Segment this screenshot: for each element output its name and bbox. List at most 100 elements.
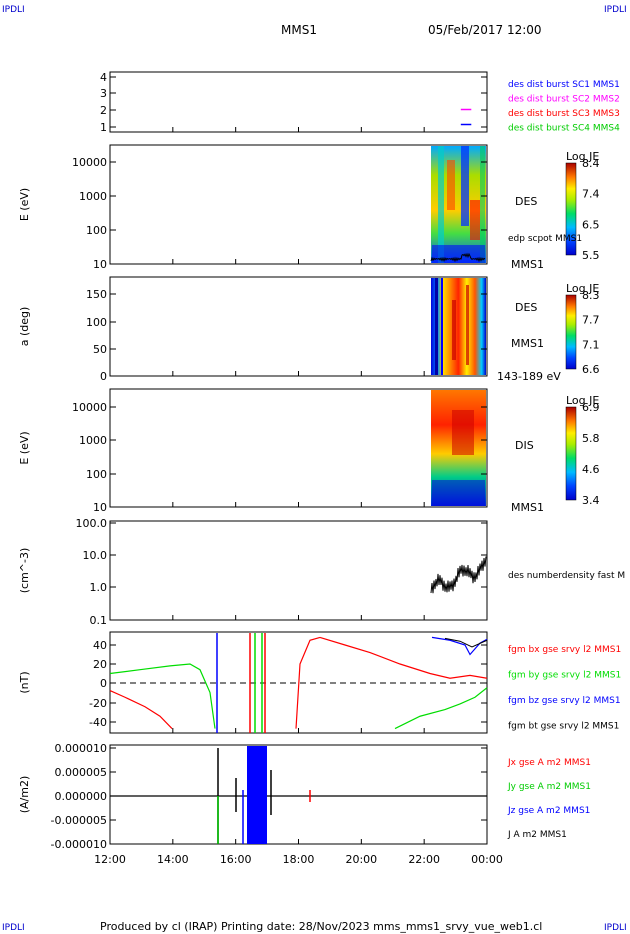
bx-trace [109, 636, 488, 730]
colorbar-dis-energy [565, 406, 577, 501]
scpot-trace [430, 252, 486, 263]
y-axis-label: (A/m2) [18, 776, 31, 814]
colorbar-tick-label: 7.4 [582, 188, 600, 201]
colorbar-tick-label: 6.5 [582, 218, 600, 231]
x-tick-label: 18:00 [283, 853, 315, 866]
colorbar-des-energy [565, 162, 577, 256]
legend-entry: des dist burst SC3 MMS3 [508, 109, 620, 119]
legend-entry: J A m2 MMS1 [507, 830, 567, 840]
y-tick-label: 0 [100, 677, 107, 690]
y-tick-label: 50 [93, 343, 107, 356]
y-tick-label: 1.0 [90, 581, 108, 594]
legend-entry: des dist burst SC4 MMS4 [508, 124, 620, 134]
colorbar-tick-label: 7.1 [582, 338, 600, 351]
x-tick-label: 14:00 [157, 853, 189, 866]
y-axis-label: E (eV) [18, 431, 31, 464]
corner-label-bottom-right: IPDLI [604, 923, 627, 933]
overlay-label: edp scpot MMS1 [508, 234, 582, 244]
y-tick-label: -0.000005 [51, 814, 107, 827]
y-tick-label: 10 [93, 501, 107, 514]
bt-trace [444, 637, 488, 648]
y-tick-label: 10000 [72, 401, 107, 414]
colorbar-title: Log JE [566, 282, 599, 295]
legend-entry: Jx gse A m2 MMS1 [507, 758, 591, 768]
y-tick-label: 10000 [72, 156, 107, 169]
y-tick-label: 100 [86, 316, 107, 329]
y-axis-label: a (deg) [18, 307, 31, 347]
spacecraft-label: MMS1 [511, 337, 544, 350]
panel-frame-dis-energy [109, 388, 488, 508]
y-tick-label: 2 [100, 104, 107, 117]
bz-trace [431, 636, 488, 656]
colorbar-tick-label: 5.8 [582, 432, 600, 445]
y-tick-label: 4 [100, 71, 107, 84]
y-axis-label: (nT) [18, 671, 31, 693]
corner-label-top-left: IPDLI [2, 5, 25, 15]
y-tick-label: -40 [89, 716, 107, 729]
x-tick-label: 16:00 [220, 853, 252, 866]
y-axis-label: (cm^-3) [18, 548, 31, 594]
spacecraft-label: MMS1 [511, 258, 544, 271]
x-tick-label: 12:00 [94, 853, 126, 866]
legend-entry: fgm bt gse srvy l2 MMS1 [508, 722, 619, 732]
legend-entry: des dist burst SC1 MMS1 [508, 80, 620, 90]
colorbar-tick-label: 8.4 [582, 157, 600, 170]
y-tick-label: 0.1 [90, 614, 108, 627]
y-tick-label: 1000 [79, 190, 107, 203]
instrument-label: DES [515, 301, 537, 314]
y-tick-label: -20 [89, 697, 107, 710]
heatmap-des-pitch [431, 278, 486, 375]
panel-frame-burst [109, 71, 488, 133]
spacecraft-label: MMS1 [511, 501, 544, 514]
y-tick-label: 40 [93, 639, 107, 652]
legend-entry: fgm bz gse srvy l2 MMS1 [508, 696, 621, 706]
panel-frame-des-energy [109, 144, 488, 265]
corner-label-bottom-left: IPDLI [2, 923, 25, 933]
y-tick-label: 100 [86, 224, 107, 237]
y-tick-label: 100 [86, 468, 107, 481]
y-tick-label: 150 [86, 288, 107, 301]
legend-entry: fgm by gse srvy l2 MMS1 [508, 671, 621, 681]
y-tick-label: 1 [100, 121, 107, 134]
legend-entry: fgm bx gse srvy l2 MMS1 [508, 645, 621, 655]
colorbar-tick-label: 4.6 [582, 463, 600, 476]
y-axis-label: E (eV) [18, 188, 31, 221]
by-trace [109, 663, 488, 730]
instrument-label: DES [515, 195, 537, 208]
density-trace [430, 556, 487, 594]
y-tick-label: 0.000000 [55, 790, 108, 803]
y-tick-label: -0.000010 [51, 838, 107, 851]
panel-frame-des-pitch [109, 276, 488, 377]
corner-label-top-right: IPDLI [604, 5, 627, 15]
y-tick-label: 3 [100, 87, 107, 100]
mission-title: MMS1 [281, 23, 317, 37]
y-tick-label: 10 [93, 258, 107, 271]
heatmap-dis-energy [431, 390, 486, 506]
colorbar-tick-label: 6.9 [582, 401, 600, 414]
colorbar-tick-label: 8.3 [582, 289, 600, 302]
instrument-label: DIS [515, 439, 534, 452]
energy-range-label: 143-189 eV [497, 370, 561, 383]
datetime-title: 05/Feb/2017 12:00 [428, 23, 542, 37]
legend-entry: des numberdensity fast M [508, 571, 625, 581]
y-tick-label: 0.000005 [55, 766, 108, 779]
legend-entry: des dist burst SC2 MMS2 [508, 95, 620, 105]
colorbar-title: Log JE [566, 394, 599, 407]
colorbar-title: Log JE [566, 150, 599, 163]
y-tick-label: 100.0 [76, 517, 108, 530]
legend-entry: Jy gse A m2 MMS1 [507, 782, 591, 792]
legend-entry: Jz gse A m2 MMS1 [507, 806, 590, 816]
panel-frame-density [109, 520, 488, 621]
y-tick-label: 10.0 [83, 549, 108, 562]
y-tick-label: 0 [100, 370, 107, 383]
colorbar-tick-label: 3.4 [582, 494, 600, 507]
heatmap-des-energy [431, 146, 486, 263]
colorbar-des-pitch [565, 294, 577, 370]
x-tick-label: 00:00 [471, 853, 503, 866]
y-tick-label: 0.000010 [55, 742, 108, 755]
y-tick-label: 1000 [79, 434, 107, 447]
colorbar-tick-label: 7.7 [582, 314, 600, 327]
colorbar-tick-label: 5.5 [582, 249, 600, 262]
x-tick-label: 20:00 [345, 853, 377, 866]
